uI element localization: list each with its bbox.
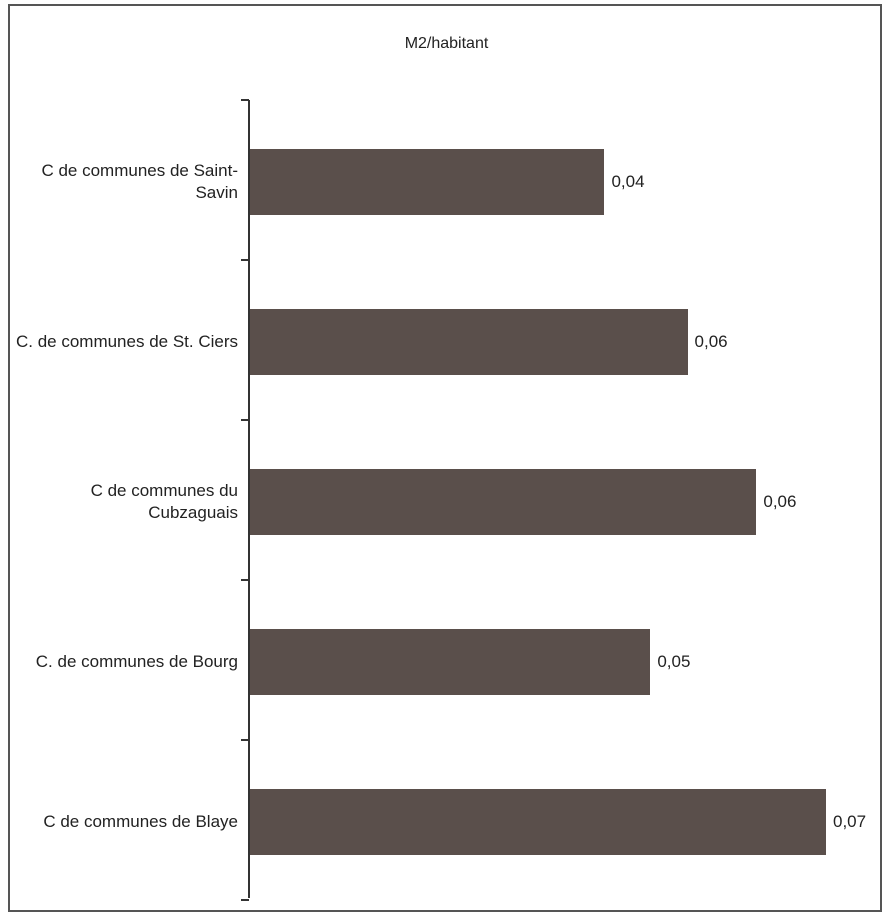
category-axis [248,100,250,898]
value-label: 0,07 [833,812,867,831]
category-label: C de communes du Cubzaguais [90,481,238,522]
category-label: C de communes de Blaye [43,812,238,831]
bar [250,629,651,695]
axis-tick [241,899,249,901]
value-label: 0,05 [657,652,691,671]
bar [250,309,688,375]
bar [250,469,757,535]
category-label: C. de communes de St. Ciers [15,332,238,351]
value-label: 0,06 [694,332,728,351]
axis-tick [241,419,249,421]
chart-title: M2/habitant [404,35,489,52]
category-label: C de communes de Saint-Savin [41,161,238,202]
category-label: C. de communes de Bourg [35,652,238,671]
axis-tick [241,259,249,261]
bar [250,149,605,215]
axis-tick [241,579,249,581]
bar [250,789,826,855]
axis-tick [241,739,249,741]
axis-tick [241,99,249,101]
value-label: 0,04 [611,172,645,191]
chart-frame [8,4,882,912]
value-label: 0,06 [763,492,797,511]
